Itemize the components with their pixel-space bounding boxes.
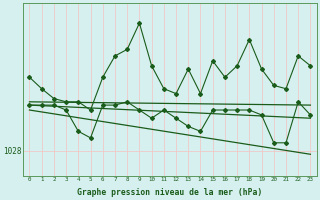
X-axis label: Graphe pression niveau de la mer (hPa): Graphe pression niveau de la mer (hPa) <box>77 188 263 197</box>
